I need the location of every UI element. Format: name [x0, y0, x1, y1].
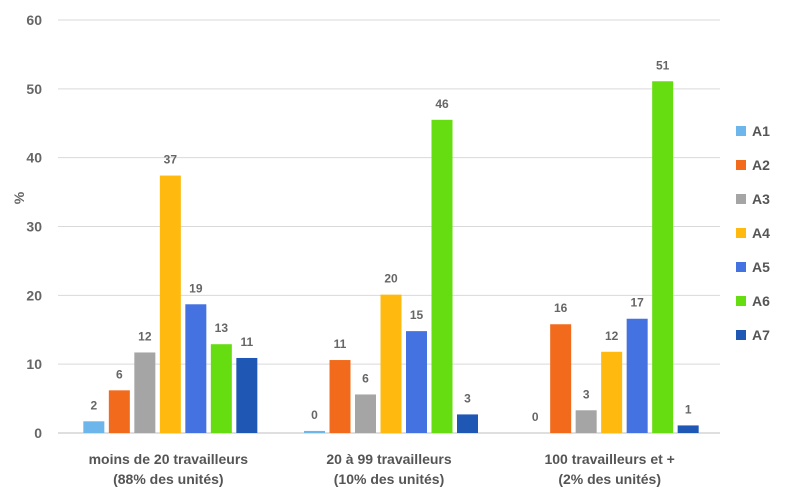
bar-a7: [457, 414, 478, 433]
legend-swatch-a2: [736, 160, 746, 170]
data-label: 6: [116, 367, 123, 381]
bar-a3: [355, 394, 376, 433]
data-label: 11: [334, 337, 347, 351]
bar-a1: [304, 430, 325, 433]
x-category-label: 100 travailleurs et + (2% des unités): [544, 451, 674, 487]
data-label: 0: [311, 408, 318, 422]
bar-a3: [134, 352, 156, 433]
y-tick-label: 10: [26, 356, 42, 372]
bar-a2: [108, 390, 130, 433]
y-tick-label: 0: [34, 425, 42, 441]
data-label: 11: [240, 335, 253, 349]
data-label: 20: [384, 272, 398, 286]
data-label: 3: [583, 387, 590, 401]
data-label: 16: [554, 301, 568, 315]
legend-label-a6: A6: [752, 293, 770, 309]
data-label: 51: [656, 58, 670, 72]
data-label: 12: [138, 329, 152, 343]
legend-swatch-a7: [736, 330, 746, 340]
y-tick-label: 60: [26, 12, 42, 28]
legend-swatch-a1: [736, 126, 746, 136]
legend-label-a5: A5: [752, 259, 770, 275]
y-tick-label: 50: [26, 81, 42, 97]
bar-a5: [406, 331, 427, 433]
data-label: 46: [435, 97, 449, 111]
bar-a7: [677, 425, 699, 433]
data-label: 6: [362, 371, 369, 385]
bar-a4: [380, 294, 402, 433]
x-category-label: 20 à 99 travailleurs (10% des unités): [326, 451, 452, 487]
bar-a4: [159, 175, 181, 433]
data-label: 17: [630, 296, 644, 310]
bar-a3: [575, 410, 597, 433]
bar-a2: [550, 324, 572, 433]
data-label: 0: [532, 410, 539, 424]
data-label: 15: [410, 308, 424, 322]
bars: [83, 81, 699, 434]
data-label: 1: [685, 402, 692, 416]
bar-a6: [431, 119, 453, 433]
legend-swatch-a5: [736, 262, 746, 272]
data-label: 13: [215, 321, 229, 335]
y-tick-label: 20: [26, 287, 42, 303]
data-labels: 2 6 12 37 19 13 11 0 11 6 20 15 46 3 0 16 3 12 17 51 1: [90, 58, 691, 424]
bar-a7: [236, 357, 258, 433]
bar-a2: [329, 360, 351, 433]
legend: A1 A2 A3 A4 A5 A6 A7: [736, 123, 770, 343]
data-label: 3: [464, 391, 471, 405]
legend-label-a2: A2: [752, 157, 770, 173]
legend-label-a4: A4: [752, 225, 770, 241]
y-axis-ticks: 0 10 20 30 40 50 60: [26, 12, 42, 441]
bar-a5: [626, 318, 648, 433]
y-tick-label: 30: [26, 219, 42, 235]
legend-swatch-a6: [736, 296, 746, 306]
bar-a5: [185, 304, 207, 433]
bar-a6: [210, 344, 232, 433]
legend-label-a3: A3: [752, 191, 770, 207]
data-label: 19: [189, 281, 203, 295]
data-label: 2: [90, 398, 97, 412]
y-axis-label: %: [11, 191, 27, 204]
bar-a6: [652, 81, 674, 434]
legend-swatch-a4: [736, 228, 746, 238]
legend-label-a7: A7: [752, 327, 770, 343]
y-tick-label: 40: [26, 150, 42, 166]
data-label: 37: [164, 153, 178, 167]
legend-label-a1: A1: [752, 123, 770, 139]
bar-a4: [601, 351, 623, 433]
x-category-label: moins de 20 travailleurs (88% des unités): [89, 451, 249, 487]
legend-swatch-a3: [736, 194, 746, 204]
x-axis-categories: moins de 20 travailleurs (88% des unités)…: [89, 451, 675, 487]
data-label: 12: [605, 329, 619, 343]
bar-a1: [83, 421, 105, 433]
